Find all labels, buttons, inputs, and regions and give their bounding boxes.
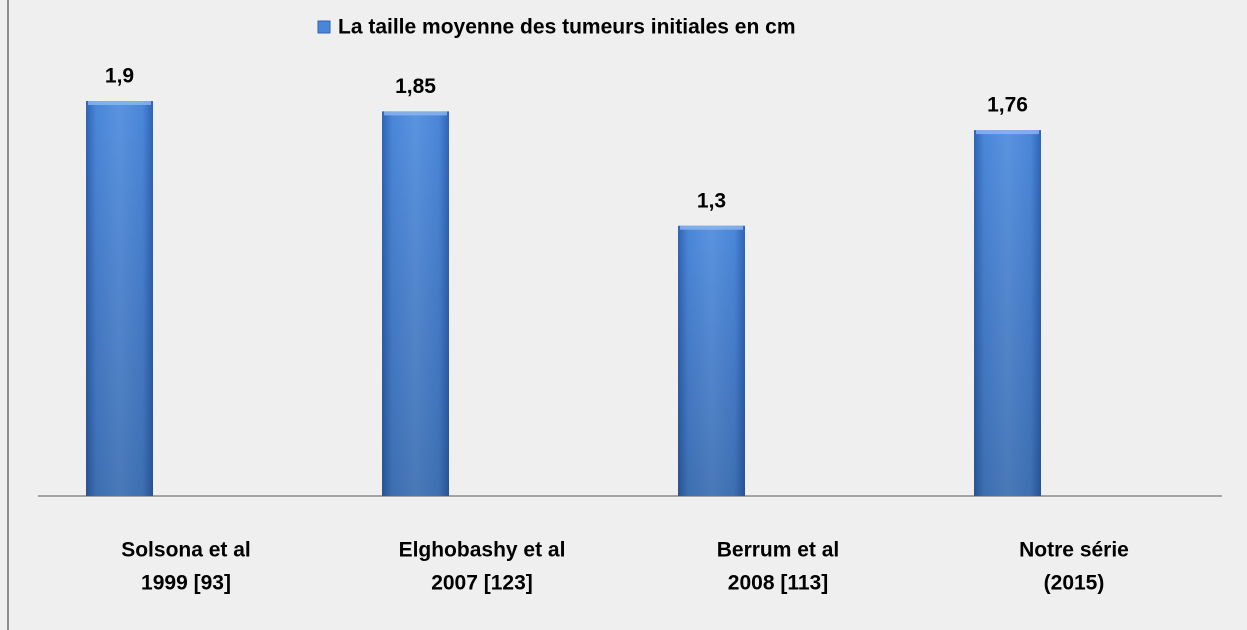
x-tick-label: Berrum et al xyxy=(717,539,840,562)
value-label: 1,9 xyxy=(105,65,134,88)
bar-bevel xyxy=(680,225,743,230)
value-label: 1,3 xyxy=(697,189,726,212)
x-tick-label: 2008 [113] xyxy=(728,572,828,595)
x-tick-label: Solsona et al xyxy=(121,539,251,562)
bar-shade xyxy=(382,111,449,496)
value-label: 1,85 xyxy=(395,75,436,98)
bar-shade xyxy=(974,130,1041,496)
bar-bevel xyxy=(88,101,151,105)
x-tick-label: 2007 [123] xyxy=(431,572,533,595)
x-tick-label: (2015) xyxy=(1044,572,1105,595)
x-tick-label: Notre série xyxy=(1019,539,1129,562)
bar-shade xyxy=(86,101,153,496)
value-label: 1,76 xyxy=(987,94,1028,117)
bar-bevel xyxy=(384,111,447,116)
x-tick-label: 1999 [93] xyxy=(141,572,231,595)
bar-shade xyxy=(678,225,745,496)
bar-bevel xyxy=(976,130,1039,135)
legend-swatch xyxy=(317,20,331,34)
legend-label: La taille moyenne des tumeurs initiales … xyxy=(338,16,796,39)
x-tick-label: Elghobashy et al xyxy=(399,539,566,562)
